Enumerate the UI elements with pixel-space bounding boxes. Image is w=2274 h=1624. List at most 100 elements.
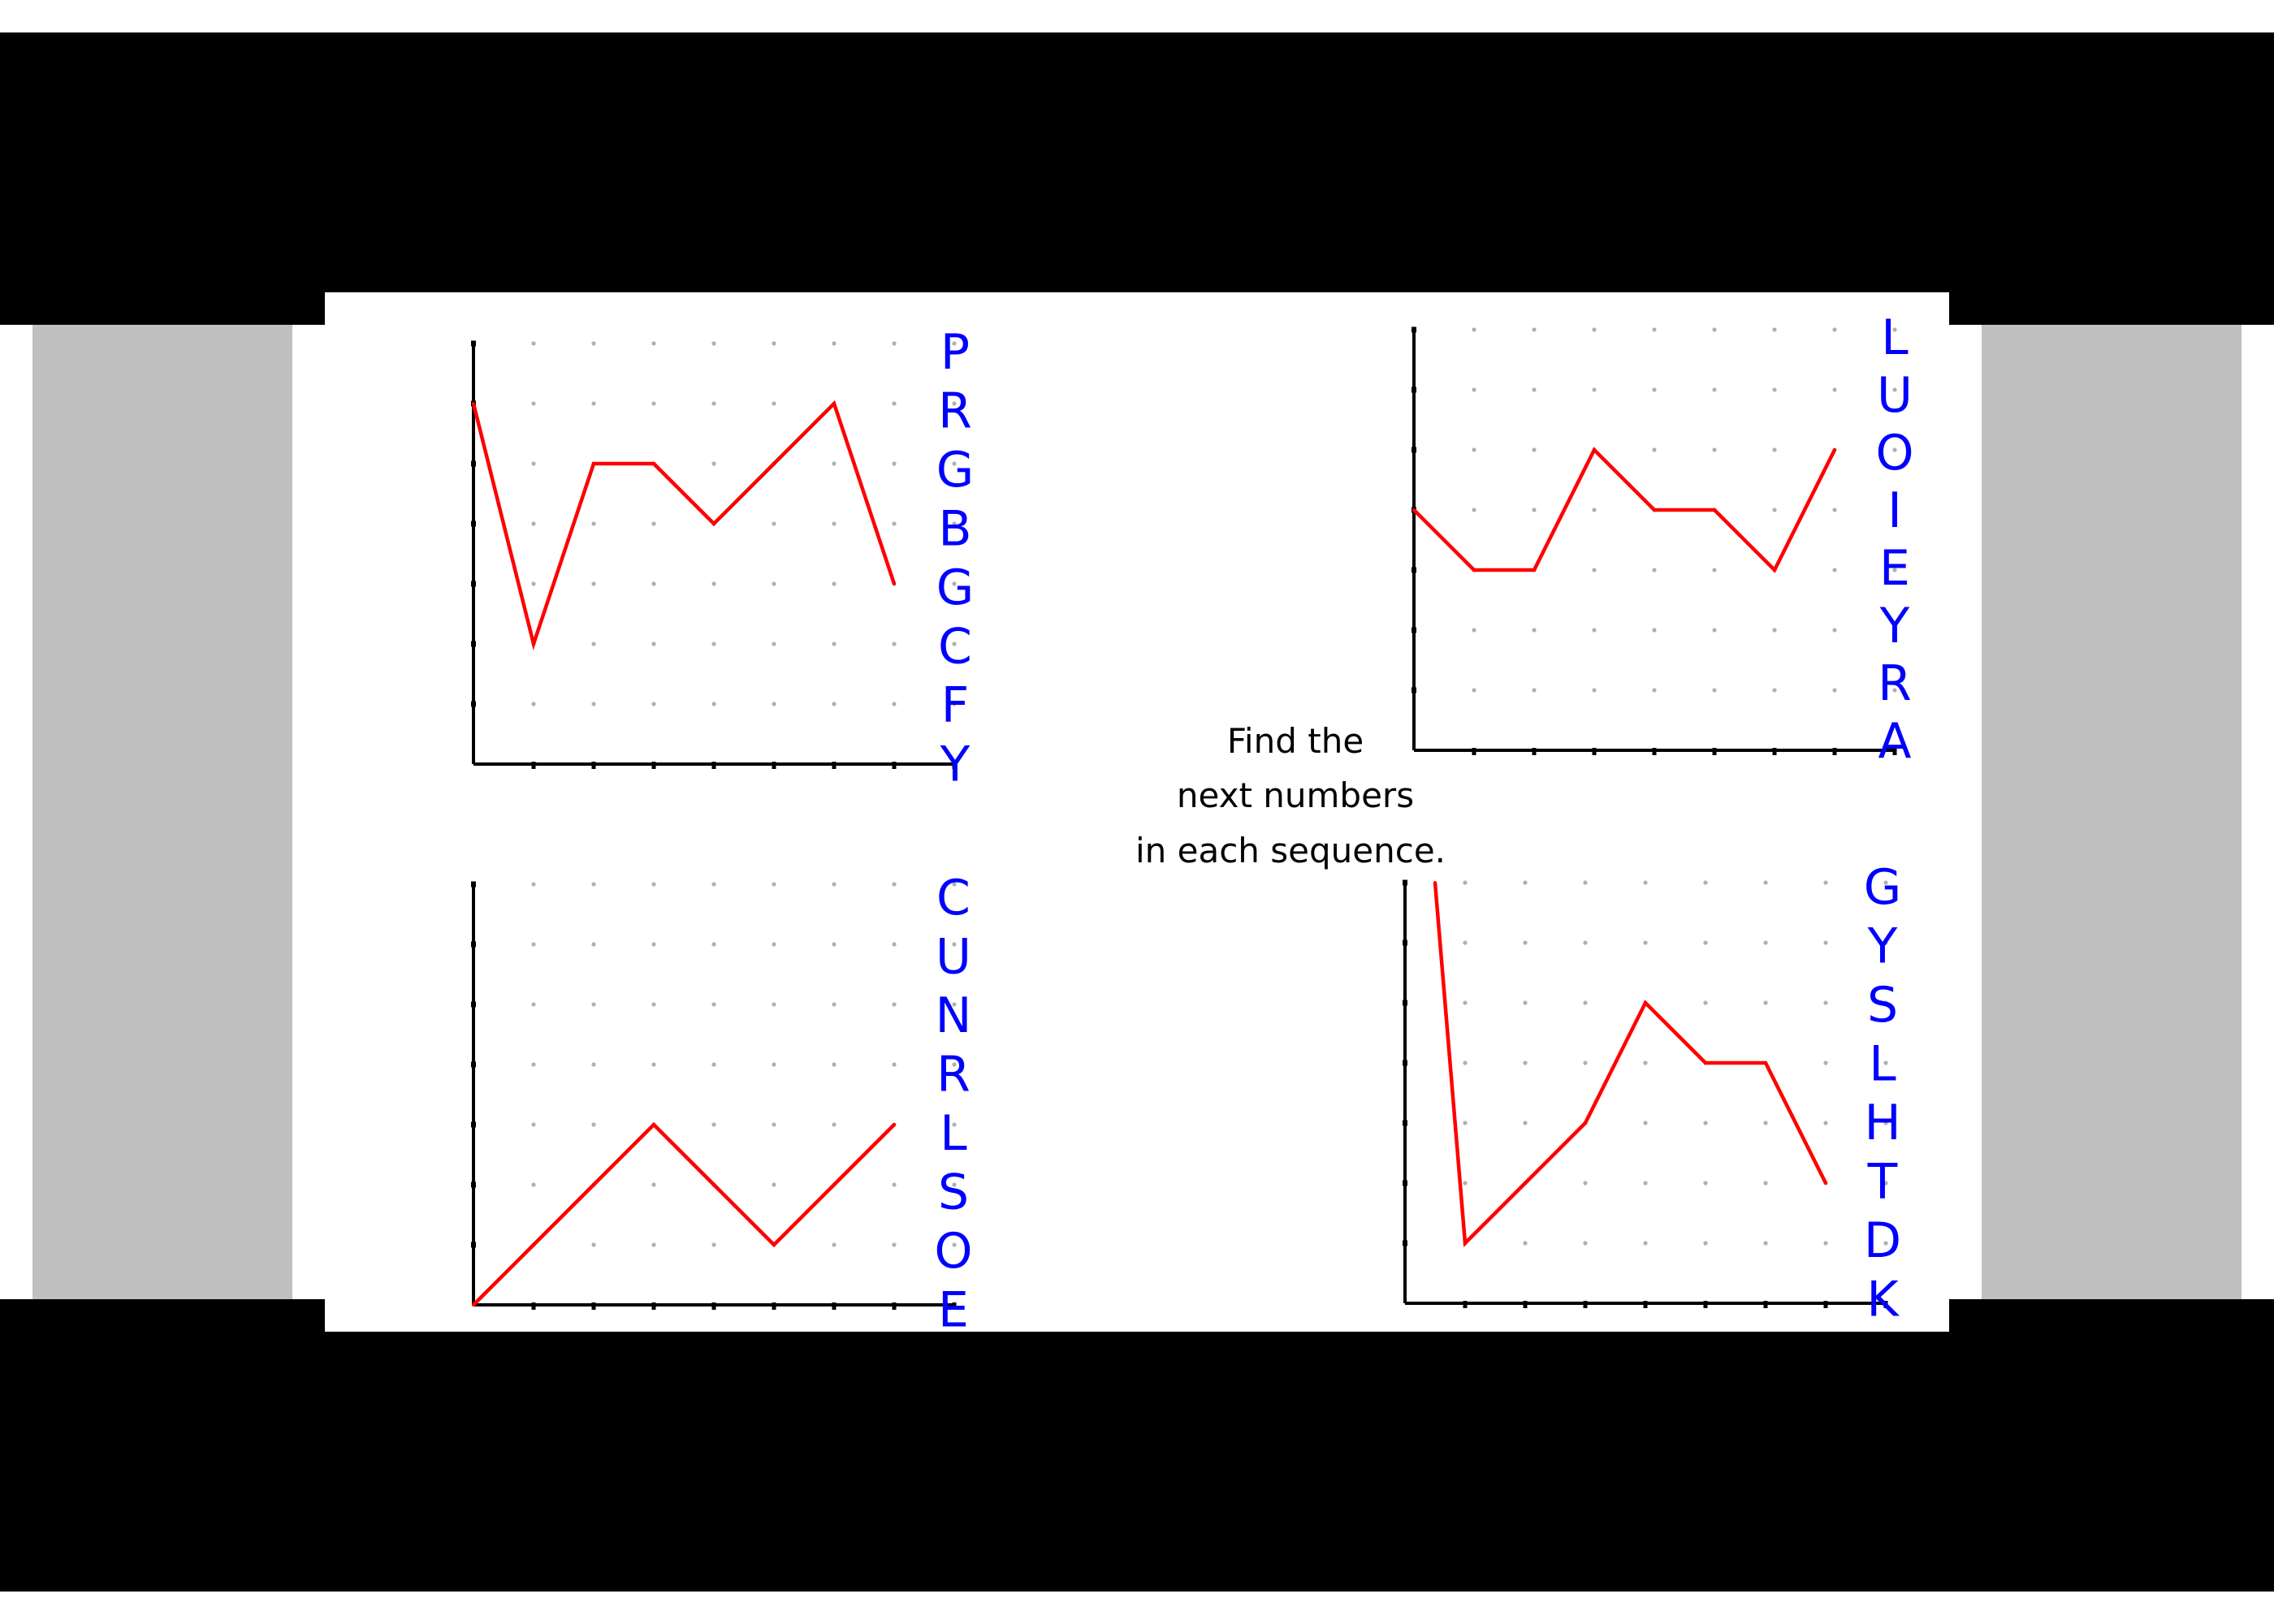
- sequence-letter: A: [1878, 713, 1911, 770]
- grid-dot: [832, 341, 837, 346]
- sequence-letter: C: [936, 870, 971, 926]
- grid-dot: [1472, 387, 1476, 392]
- grid-dot: [651, 1002, 656, 1007]
- data-point: [472, 1303, 475, 1307]
- data-point: [712, 522, 715, 525]
- grid-dot: [711, 461, 716, 466]
- grid-dot: [711, 1062, 716, 1067]
- sequence-letter: L: [1881, 309, 1909, 366]
- grid-dot: [892, 942, 897, 947]
- grid-dot: [952, 942, 957, 947]
- grid-dot: [1703, 940, 1708, 945]
- grid-dot: [1772, 327, 1777, 332]
- grid-dot: [1652, 327, 1657, 332]
- grid-dot: [1763, 880, 1768, 885]
- grid-dot: [531, 882, 536, 887]
- data-point: [1773, 568, 1776, 572]
- grid-dot: [1532, 387, 1537, 392]
- grid-dot: [711, 401, 716, 406]
- grid-dot: [1523, 940, 1528, 945]
- grid-dot: [1703, 1121, 1708, 1125]
- grid-dot: [1832, 568, 1837, 572]
- grid-dot: [832, 461, 837, 466]
- grid-dot: [591, 401, 596, 406]
- grid-dot: [531, 401, 536, 406]
- grid-dot: [591, 1242, 596, 1247]
- grid-dot: [591, 341, 596, 346]
- grid-dot: [1763, 1000, 1768, 1005]
- grid-dot: [1643, 1121, 1648, 1125]
- data-point: [1533, 568, 1536, 572]
- grid-dot: [1523, 1121, 1528, 1125]
- data-point: [772, 1243, 776, 1246]
- grid-dot: [1823, 940, 1828, 945]
- grid-dot: [1523, 1060, 1528, 1065]
- grid-dot: [892, 521, 897, 526]
- grid-dot: [591, 702, 596, 706]
- grid-dot: [1703, 880, 1708, 885]
- grid-dot: [832, 942, 837, 947]
- grid-dot: [952, 702, 957, 706]
- data-point: [772, 462, 776, 465]
- data-point: [532, 642, 535, 646]
- main-panel: [325, 292, 1949, 1332]
- grid-dot: [711, 341, 716, 346]
- sequence-letter: O: [1875, 425, 1913, 482]
- grid-dot: [1583, 1060, 1588, 1065]
- data-point: [1593, 448, 1596, 451]
- grid-dot: [651, 401, 656, 406]
- grid-dot: [952, 1062, 957, 1067]
- grid-dot: [651, 581, 656, 586]
- grid-dot: [711, 702, 716, 706]
- grid-dot: [711, 581, 716, 586]
- grid-dot: [651, 942, 656, 947]
- grid-dot: [1643, 1181, 1648, 1186]
- data-point: [1472, 568, 1476, 572]
- grid-dot: [892, 401, 897, 406]
- grid-dot: [1583, 1181, 1588, 1186]
- data-point: [1644, 1001, 1647, 1004]
- grid-dot: [1883, 1060, 1888, 1065]
- data-point: [1524, 1181, 1527, 1185]
- grid-dot: [1643, 1241, 1648, 1246]
- grid-dot: [1703, 1181, 1708, 1186]
- grid-dot: [1832, 628, 1837, 633]
- grid-dot: [892, 702, 897, 706]
- grid-dot: [952, 401, 957, 406]
- grid-dot: [1463, 880, 1468, 885]
- series-line: [471, 400, 897, 651]
- data-point: [712, 1183, 715, 1186]
- grid-dot: [1883, 1121, 1888, 1125]
- grid-dot: [1772, 508, 1777, 512]
- grid-dot: [952, 461, 957, 466]
- grid-dot: [651, 1062, 656, 1067]
- grid-dot: [1643, 1060, 1648, 1065]
- grid-dot: [651, 641, 656, 646]
- grid-dot: [1772, 387, 1777, 392]
- grid-dot: [772, 581, 776, 586]
- grid-dot: [892, 641, 897, 646]
- grid-dot: [952, 581, 957, 586]
- grid-dot: [772, 882, 776, 887]
- grid-dot: [1583, 1000, 1588, 1005]
- top-band: [0, 32, 2274, 325]
- grid-dot: [1532, 327, 1537, 332]
- grid-dot: [1763, 1181, 1768, 1186]
- grid-dot: [1583, 940, 1588, 945]
- grid-dot: [1892, 387, 1897, 392]
- grid-dot: [832, 1242, 837, 1247]
- grid-dot: [952, 1182, 957, 1187]
- grid-dot: [1712, 327, 1717, 332]
- data-point: [1833, 448, 1836, 451]
- sequence-letter: N: [936, 987, 972, 1044]
- data-point: [1653, 508, 1656, 512]
- grid-dot: [651, 1182, 656, 1187]
- grid-dot: [711, 882, 716, 887]
- grid-dot: [832, 641, 837, 646]
- grid-dot: [1892, 568, 1897, 572]
- grid-dot: [591, 641, 596, 646]
- grid-dot: [1772, 628, 1777, 633]
